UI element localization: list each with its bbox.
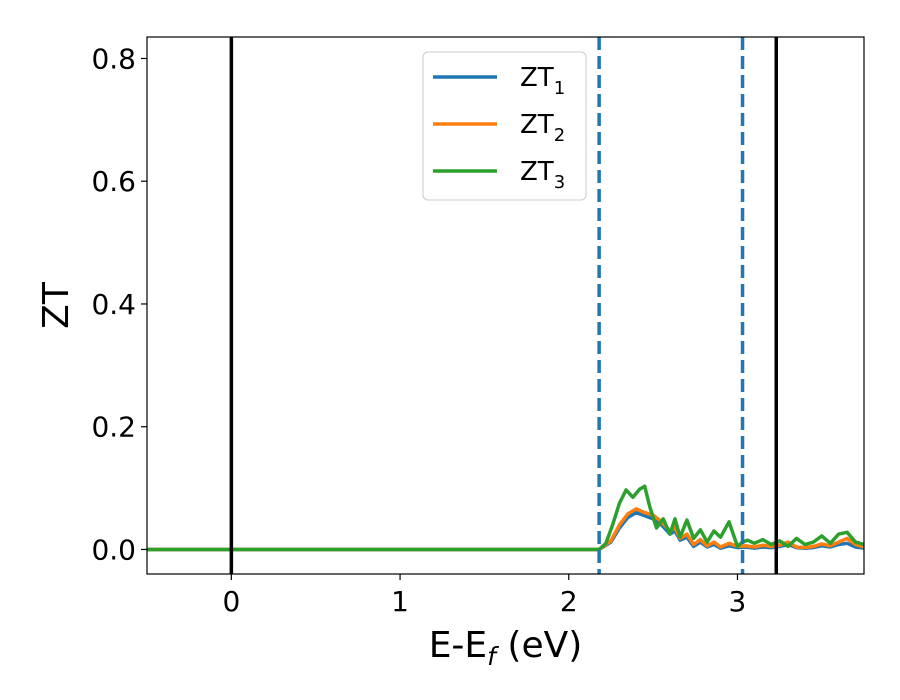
legend-box: [422, 51, 587, 201]
data-layer: [147, 37, 864, 574]
x-axis-label: E-Ef (eV): [429, 625, 583, 671]
y-axis-label: ZT: [36, 281, 77, 329]
x-tick-label: 3: [729, 585, 747, 618]
x-axis-label-main: E-E: [429, 625, 487, 666]
legend-label-3: ZT3: [520, 157, 565, 193]
legend-label-sub: 3: [554, 172, 565, 193]
x-tick-label: 2: [560, 585, 578, 618]
axes: 0 1 2 3 0.0 0.2 0.4 0.6 0.8 E-Ef (eV) ZT: [36, 36, 865, 671]
plot-area: [147, 37, 864, 574]
legend-label-main: ZT: [520, 63, 554, 93]
x-axis-label-unit: (eV): [496, 625, 582, 666]
legend-label-sub: 2: [554, 125, 565, 146]
x-tick-label: 1: [391, 585, 409, 618]
x-tick-label: 0: [222, 585, 240, 618]
axes-frame: [146, 36, 865, 575]
legend-label-2: ZT2: [520, 110, 565, 146]
y-tick-label: 0.6: [91, 165, 136, 198]
y-tick-label: 0.8: [91, 42, 136, 75]
series-line-2: [147, 507, 864, 552]
y-tick-label: 0.4: [91, 288, 136, 321]
y-tick-label: 0.0: [91, 533, 136, 566]
legend-label-1: ZT1: [520, 63, 565, 99]
legend-label-main: ZT: [520, 110, 554, 140]
y-tick-label: 0.2: [91, 411, 136, 444]
legend-label-main: ZT: [520, 157, 554, 187]
series-line-3: [147, 484, 864, 552]
legend-label-sub: 1: [554, 78, 565, 99]
